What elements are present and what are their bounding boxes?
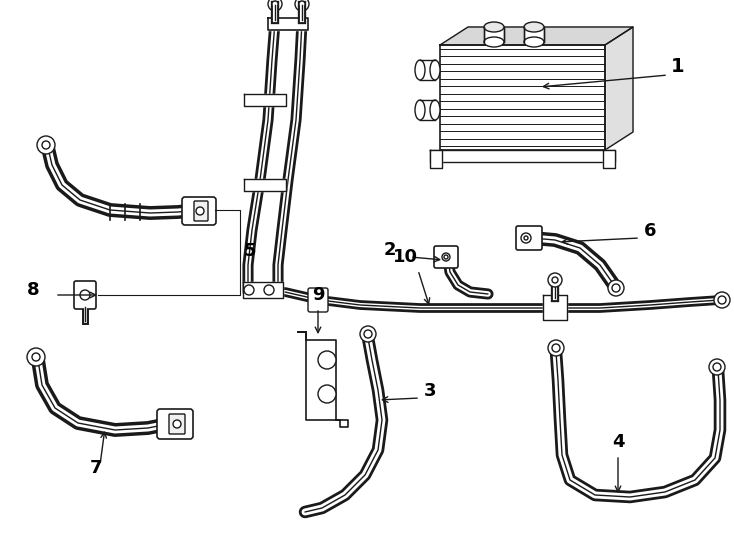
Circle shape	[264, 285, 274, 295]
Ellipse shape	[415, 100, 425, 120]
Text: 7: 7	[90, 459, 102, 477]
Text: 8: 8	[27, 281, 40, 299]
Circle shape	[37, 136, 55, 154]
Polygon shape	[298, 332, 348, 427]
Circle shape	[318, 385, 336, 403]
Circle shape	[444, 255, 448, 259]
Circle shape	[295, 0, 309, 11]
Polygon shape	[484, 27, 504, 42]
FancyBboxPatch shape	[308, 288, 328, 312]
Ellipse shape	[484, 37, 504, 47]
Ellipse shape	[430, 100, 440, 120]
Text: 10: 10	[393, 248, 418, 266]
Polygon shape	[243, 282, 283, 298]
FancyBboxPatch shape	[169, 414, 185, 434]
Polygon shape	[524, 27, 544, 42]
Circle shape	[272, 1, 278, 7]
Circle shape	[548, 273, 562, 287]
Polygon shape	[420, 60, 435, 80]
Circle shape	[552, 344, 560, 352]
Polygon shape	[268, 18, 308, 30]
Polygon shape	[430, 150, 615, 162]
Ellipse shape	[415, 60, 425, 80]
FancyBboxPatch shape	[74, 281, 96, 309]
Polygon shape	[440, 45, 605, 150]
Polygon shape	[420, 100, 435, 120]
Circle shape	[364, 330, 372, 338]
Text: 9: 9	[312, 286, 324, 304]
Text: 3: 3	[424, 382, 437, 400]
Ellipse shape	[524, 22, 544, 32]
Circle shape	[442, 253, 450, 261]
FancyBboxPatch shape	[434, 246, 458, 268]
Circle shape	[612, 284, 620, 292]
Ellipse shape	[430, 60, 440, 80]
Circle shape	[709, 359, 725, 375]
Polygon shape	[430, 150, 442, 168]
Polygon shape	[244, 179, 286, 191]
FancyBboxPatch shape	[194, 201, 208, 221]
Circle shape	[521, 233, 531, 243]
Circle shape	[196, 207, 204, 215]
Circle shape	[524, 236, 528, 240]
Circle shape	[27, 348, 45, 366]
Polygon shape	[244, 94, 286, 106]
Circle shape	[173, 420, 181, 428]
Circle shape	[360, 326, 376, 342]
Circle shape	[32, 353, 40, 361]
Ellipse shape	[484, 22, 504, 32]
FancyBboxPatch shape	[157, 409, 193, 439]
FancyBboxPatch shape	[516, 226, 542, 250]
Circle shape	[548, 340, 564, 356]
Circle shape	[299, 1, 305, 7]
Circle shape	[80, 290, 90, 300]
Polygon shape	[543, 295, 567, 320]
Text: 6: 6	[644, 222, 656, 240]
Circle shape	[244, 285, 254, 295]
Circle shape	[552, 277, 558, 283]
Text: 5: 5	[244, 242, 256, 260]
Circle shape	[318, 351, 336, 369]
Text: 4: 4	[611, 433, 624, 451]
Circle shape	[42, 141, 50, 149]
Text: 1: 1	[671, 57, 685, 76]
FancyBboxPatch shape	[182, 197, 216, 225]
Circle shape	[718, 296, 726, 304]
Text: 2: 2	[383, 241, 396, 259]
Polygon shape	[603, 150, 615, 168]
Circle shape	[268, 0, 282, 11]
Circle shape	[608, 280, 624, 296]
Polygon shape	[440, 27, 633, 45]
Circle shape	[714, 292, 730, 308]
Polygon shape	[605, 27, 633, 150]
Circle shape	[713, 363, 721, 371]
Ellipse shape	[524, 37, 544, 47]
